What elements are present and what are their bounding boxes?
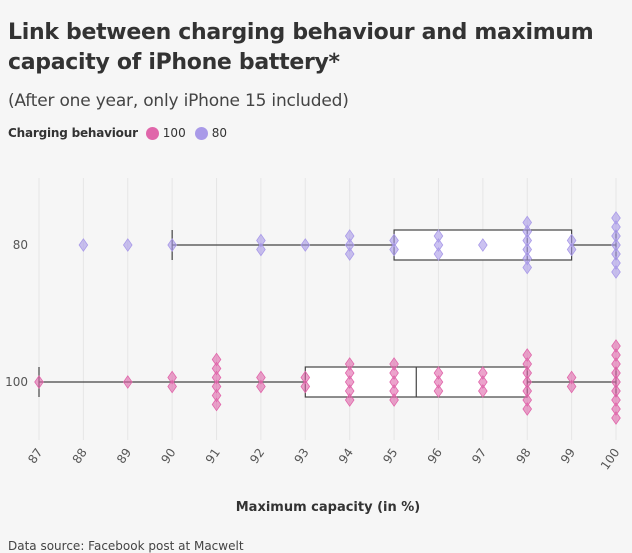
point-80-99-1 [566, 242, 577, 257]
point-100-100-8 [611, 411, 621, 425]
point-100-96-2 [433, 384, 444, 398]
point-80-88-0 [78, 238, 89, 252]
boxplot-chart: 87 88 89 90 91 92 93 94 95 96 97 98 99 100 80 100 Maxi… [5, 178, 622, 515]
x-tick-label-87: 87 [25, 446, 45, 467]
x-tick-label-98: 98 [513, 446, 533, 467]
point-80-98-5 [522, 260, 533, 275]
legend-title: Charging behaviour [8, 126, 138, 140]
x-axis-ticks: 87 88 89 90 91 92 93 94 95 96 97 98 99 100 [25, 446, 622, 473]
x-tick-label-93: 93 [292, 446, 312, 467]
x-tick-label-88: 88 [70, 446, 90, 467]
y-axis-ticks: 80 100 [5, 238, 28, 389]
legend-label-100: 100 [162, 126, 186, 140]
point-100-87-0 [34, 375, 44, 389]
x-tick-label-95: 95 [380, 446, 400, 467]
legend-swatch-80 [194, 126, 208, 140]
chart-title: Link between charging behaviour and maxi… [8, 20, 594, 75]
series-100 [34, 339, 621, 425]
x-tick-label-89: 89 [114, 446, 134, 467]
x-tick-label-97: 97 [469, 446, 489, 467]
x-tick-label-92: 92 [247, 446, 267, 467]
point-100-91-5 [211, 397, 222, 412]
point-80-94-2 [344, 247, 355, 261]
point-100-89-0 [122, 375, 133, 389]
chart-subtitle: (After one year, only iPhone 15 included… [8, 91, 349, 111]
point-80-92-1 [256, 242, 266, 257]
x-tick-label-99: 99 [558, 446, 578, 467]
point-100-98-6 [522, 402, 533, 416]
point-100-92-1 [256, 379, 266, 394]
point-100-94-4 [344, 393, 355, 407]
y-tick-label-80: 80 [13, 238, 28, 252]
point-100-95-4 [389, 393, 399, 407]
point-100-99-1 [566, 379, 577, 394]
point-100-93-1 [300, 379, 311, 394]
point-100-97-2 [478, 384, 488, 398]
point-100-90-1 [167, 379, 177, 394]
plot-area [34, 211, 621, 425]
x-tick-label-90: 90 [158, 446, 178, 467]
point-80-97-0 [478, 238, 488, 252]
x-tick-label-94: 94 [336, 446, 356, 467]
point-80-96-2 [433, 247, 444, 261]
series-80 [78, 211, 621, 279]
x-axis-label: Maximum capacity (in %) [236, 500, 421, 515]
legend-entry-80[interactable]: 80 [194, 126, 227, 140]
legend-label-80: 80 [211, 126, 227, 140]
x-tick-label-96: 96 [425, 446, 445, 467]
point-80-90-0 [167, 238, 177, 252]
point-80-93-0 [300, 238, 311, 252]
x-tick-label-100: 100 [598, 446, 623, 473]
legend: Charging behaviour 100 80 [8, 124, 236, 142]
data-source: Data source: Facebook post at Macwelt [8, 539, 244, 553]
point-80-89-0 [122, 238, 133, 252]
x-tick-label-91: 91 [203, 446, 223, 467]
y-tick-label-100: 100 [5, 375, 28, 389]
legend-entry-100[interactable]: 100 [145, 126, 186, 140]
legend-swatch-100 [145, 126, 159, 140]
point-80-95-1 [389, 242, 399, 257]
point-80-100-6 [611, 265, 621, 279]
